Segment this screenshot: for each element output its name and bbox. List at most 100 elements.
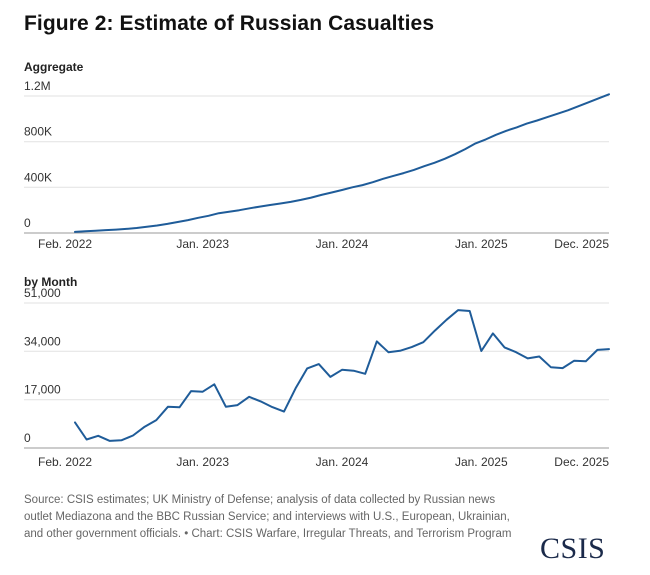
aggregate-x-tick-label: Jan. 2025: [455, 237, 508, 251]
monthly-data-point: [178, 406, 180, 408]
monthly-data-point: [515, 351, 517, 353]
aggregate-data-point: [74, 231, 76, 233]
monthly-x-tick-label: Jan. 2025: [455, 455, 508, 469]
aggregate-data-point: [310, 196, 312, 198]
aggregate-data-point: [228, 211, 230, 213]
chart-title: Figure 2: Estimate of Russian Casualties: [24, 12, 435, 35]
source-note: Source: CSIS estimates; UK Ministry of D…: [24, 494, 512, 540]
aggregate-x-tick-label: Jan. 2023: [176, 237, 229, 251]
aggregate-data-point: [238, 209, 240, 211]
monthly-data-point: [561, 367, 563, 369]
aggregate-data-point: [464, 148, 466, 150]
monthly-data-point: [202, 391, 204, 393]
monthly-data-point: [411, 346, 413, 348]
monthly-data-point: [283, 410, 285, 412]
aggregate-data-point: [454, 153, 456, 155]
aggregate-x-tick-label: Dec. 2025: [554, 237, 609, 251]
monthly-data-point: [341, 369, 343, 371]
aggregate-data-point: [495, 134, 497, 136]
aggregate-y-tick-label: 1.2M: [24, 79, 51, 93]
monthly-data-point: [387, 351, 389, 353]
aggregate-data-point: [187, 219, 189, 221]
monthly-data-point: [469, 310, 471, 312]
aggregate-data-point: [94, 230, 96, 232]
monthly-x-tick-label: Jan. 2023: [176, 455, 229, 469]
monthly-data-point: [364, 373, 366, 375]
monthly-data-point: [167, 406, 169, 408]
monthly-y-tick-label: 0: [24, 431, 31, 445]
aggregate-data-point: [372, 181, 374, 183]
monthly-data-point: [132, 434, 134, 436]
monthly-data-point: [120, 439, 122, 441]
aggregate-data-point: [290, 201, 292, 203]
aggregate-data-point: [515, 126, 517, 128]
monthly-data-point: [213, 383, 215, 385]
aggregate-data-point: [146, 226, 148, 228]
aggregate-data-point: [269, 204, 271, 206]
monthly-y-tick-label: 34,000: [24, 334, 61, 348]
monthly-data-point: [329, 376, 331, 378]
aggregate-data-point: [218, 212, 220, 214]
aggregate-data-point: [433, 162, 435, 164]
aggregate-data-point: [115, 228, 117, 230]
monthly-data-point: [190, 390, 192, 392]
aggregate-data-point: [577, 105, 579, 107]
monthly-x-tick-label: Feb. 2022: [38, 455, 92, 469]
monthly-data-point: [236, 404, 238, 406]
aggregate-data-point: [598, 97, 600, 99]
aggregate-y-tick-label: 800K: [24, 125, 52, 139]
monthly-data-point: [573, 360, 575, 362]
aggregate-data-point: [105, 229, 107, 231]
aggregate-data-point: [526, 122, 528, 124]
monthly-data-point: [225, 406, 227, 408]
aggregate-data-point: [474, 142, 476, 144]
monthly-data-point: [97, 435, 99, 437]
monthly-y-tick-label: 51,000: [24, 286, 61, 300]
aggregate-panel-title: Aggregate: [24, 60, 84, 74]
aggregate-data-point: [125, 228, 127, 230]
aggregate-x-tick-label: Feb. 2022: [38, 237, 92, 251]
charts-svg: 0 400K 800K 1.2M Feb. 2022 Jan. 2023 Jan. 2024…: [24, 79, 610, 469]
monthly-data-point: [585, 360, 587, 362]
aggregate-data-point: [300, 199, 302, 201]
aggregate-data-point: [279, 202, 281, 204]
aggregate-y-tick-label: 0: [24, 216, 31, 230]
aggregate-data-point: [197, 217, 199, 219]
monthly-data-point: [294, 387, 296, 389]
monthly-data-point: [492, 332, 494, 334]
aggregate-data-point: [423, 165, 425, 167]
monthly-data-point: [144, 426, 146, 428]
aggregate-data-point: [567, 109, 569, 111]
monthly-data-point: [85, 438, 87, 440]
aggregate-data-point: [546, 116, 548, 118]
aggregate-data-point: [166, 223, 168, 225]
aggregate-data-point: [341, 189, 343, 191]
monthly-data-point: [503, 346, 505, 348]
aggregate-data-point: [84, 230, 86, 232]
monthly-data-point: [422, 341, 424, 343]
monthly-x-tick-label: Jan. 2024: [316, 455, 369, 469]
aggregate-data-point: [351, 186, 353, 188]
aggregate-data-point: [392, 175, 394, 177]
monthly-data-point: [550, 366, 552, 368]
aggregate-series-line: [74, 93, 610, 233]
monthly-data-point: [155, 419, 157, 421]
monthly-data-point: [260, 400, 262, 402]
monthly-x-tick-label: Dec. 2025: [554, 455, 609, 469]
monthly-data-point: [318, 363, 320, 365]
monthly-y-tick-label: 17,000: [24, 383, 61, 397]
monthly-data-point: [527, 357, 529, 359]
aggregate-data-point: [536, 119, 538, 121]
monthly-data-point: [74, 421, 76, 423]
aggregate-data-point: [156, 224, 158, 226]
monthly-data-point: [538, 355, 540, 357]
aggregate-data-point: [320, 194, 322, 196]
monthly-data-point: [596, 349, 598, 351]
monthly-data-point: [248, 396, 250, 398]
aggregate-data-point: [259, 205, 261, 207]
aggregate-data-point: [248, 207, 250, 209]
monthly-data-point: [376, 340, 378, 342]
aggregate-data-point: [177, 221, 179, 223]
aggregate-data-point: [135, 227, 137, 229]
aggregate-data-point: [444, 158, 446, 160]
